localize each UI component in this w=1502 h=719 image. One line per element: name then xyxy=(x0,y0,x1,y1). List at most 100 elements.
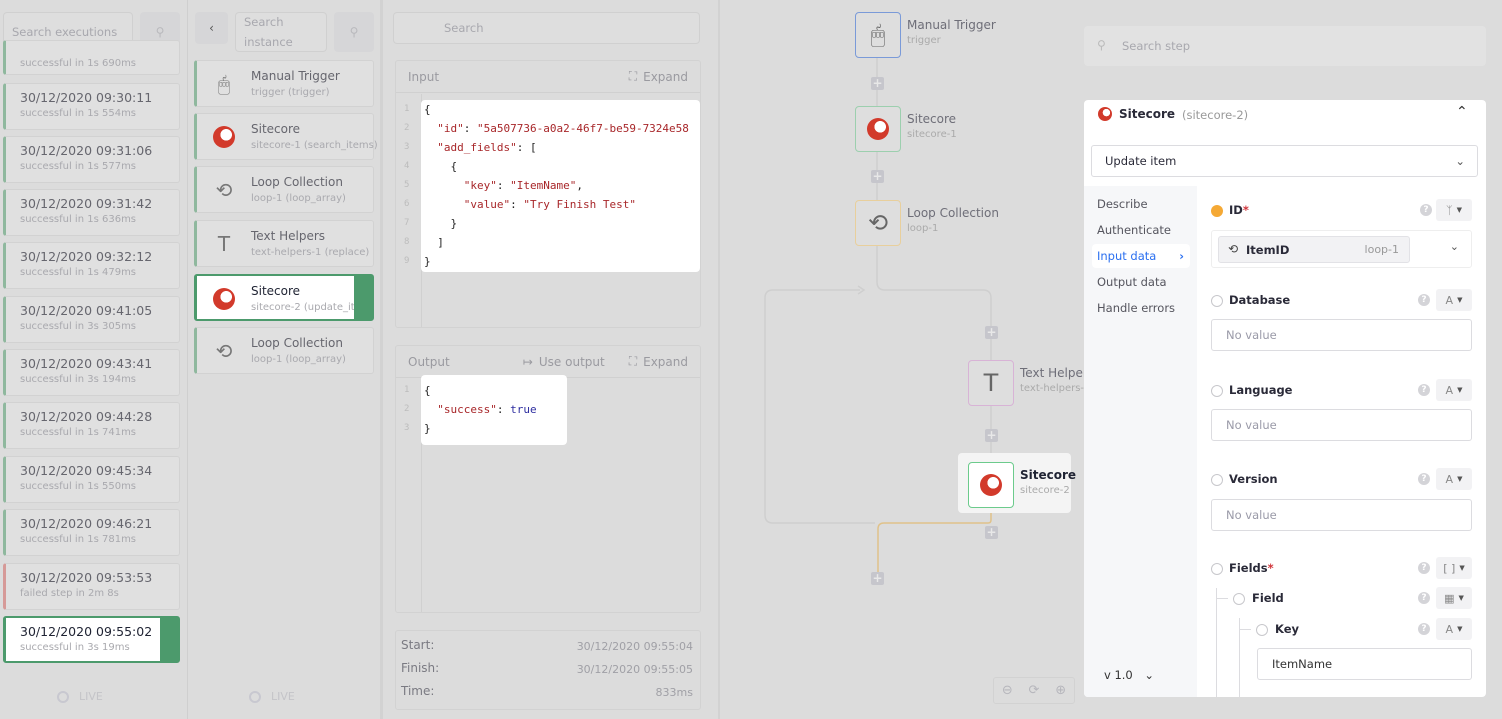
execution-item[interactable]: 30/12/2020 09:31:42 successful in 1s 636m… xyxy=(3,189,180,236)
type-selector-id[interactable]: ᛉ ▼ xyxy=(1436,199,1472,221)
panel-instance: (sitecore-2) xyxy=(1182,108,1249,122)
field-toggle-radio[interactable] xyxy=(1211,474,1223,486)
help-icon[interactable]: ? xyxy=(1418,592,1430,604)
version-select[interactable]: v 1.0 ⌄ xyxy=(1104,668,1154,682)
action-select-value: Update item xyxy=(1105,154,1177,168)
type-selector-fields[interactable]: [ ] ▼ xyxy=(1436,557,1472,579)
node-icon xyxy=(980,474,1002,496)
version-input[interactable]: No value xyxy=(1211,499,1472,531)
type-selector-field[interactable]: ▦ ▼ xyxy=(1436,587,1472,609)
live-indicator-icon xyxy=(249,690,261,703)
search-instance-input[interactable]: Search instance xyxy=(235,12,327,52)
collapse-chevrons-icon[interactable]: ⌃ xyxy=(1456,104,1468,120)
add-step-button[interactable]: + xyxy=(871,76,884,90)
execution-item[interactable]: 30/12/2020 09:41:05 successful in 3s 305m… xyxy=(3,296,180,343)
execution-item[interactable]: 30/12/2020 09:53:53 failed step in 2m 8s xyxy=(3,563,180,610)
nav-input-data[interactable]: Input data › xyxy=(1092,244,1190,268)
line-number: 5 xyxy=(404,180,410,190)
chevron-down-icon[interactable]: ⌄ xyxy=(1449,240,1459,253)
step-item[interactable]: T Text Helpers text-helpers-1 (replace) xyxy=(194,220,374,267)
execution-item[interactable]: 30/12/2020 09:43:41 successful in 3s 194m… xyxy=(3,349,180,396)
field-toggle-radio[interactable] xyxy=(1211,385,1223,397)
execution-item[interactable]: 30/12/2020 09:45:34 successful in 1s 550m… xyxy=(3,456,180,503)
zoom-out-icon[interactable]: ⊖ xyxy=(1001,683,1013,698)
execution-item[interactable]: 30/12/2020 09:55:02 successful in 3s 19ms xyxy=(3,616,180,663)
node-id: sitecore-2 xyxy=(1020,485,1070,496)
help-icon[interactable]: ? xyxy=(1418,473,1430,485)
variable-chip[interactable]: ⟲ ItemID loop-1 xyxy=(1218,236,1410,263)
execution-item[interactable]: 30/12/2020 09:32:12 successful in 1s 479m… xyxy=(3,242,180,289)
help-icon[interactable]: ? xyxy=(1418,294,1430,306)
step-name: Manual Trigger xyxy=(251,69,340,83)
expand-input-button[interactable]: Expand xyxy=(643,69,688,84)
type-selector-version[interactable]: A ▼ xyxy=(1436,468,1472,490)
add-step-button[interactable]: + xyxy=(871,571,884,585)
back-button[interactable]: ‹ xyxy=(195,12,228,44)
language-input[interactable]: No value xyxy=(1211,409,1472,441)
id-value-field[interactable]: ⟲ ItemID loop-1 ⌄ xyxy=(1211,230,1472,268)
add-step-button[interactable]: + xyxy=(985,325,998,339)
help-icon[interactable]: ? xyxy=(1418,623,1430,635)
flow-node[interactable]: 🖱 xyxy=(855,12,901,58)
text-icon: T xyxy=(217,232,231,256)
execution-item[interactable]: 30/12/2020 09:30:11 successful in 1s 554m… xyxy=(3,83,180,130)
field-toggle-radio[interactable] xyxy=(1211,295,1223,307)
search-input[interactable]: Search xyxy=(393,12,700,44)
panel-title: Sitecore xyxy=(1119,107,1176,121)
key-input[interactable]: ItemName xyxy=(1257,648,1472,680)
zoom-in-icon[interactable]: ⊕ xyxy=(1055,683,1067,698)
type-selector-language[interactable]: A ▼ xyxy=(1436,379,1472,401)
add-step-button[interactable]: + xyxy=(871,169,884,183)
live-toggle-executions[interactable]: LIVE xyxy=(57,690,103,703)
search-step-input[interactable]: Search step xyxy=(1084,26,1486,66)
add-step-button[interactable]: + xyxy=(985,525,998,539)
step-detail: sitecore-1 (search_items) xyxy=(251,140,378,151)
action-select[interactable]: Update item ⌄ xyxy=(1091,145,1478,177)
help-icon[interactable]: ? xyxy=(1418,384,1430,396)
field-toggle-radio[interactable] xyxy=(1256,624,1268,636)
step-item[interactable]: ⟲ Loop Collection loop-1 (loop_array) xyxy=(194,327,374,374)
nav-handle-errors[interactable]: Handle errors xyxy=(1097,301,1176,315)
node-name: Text Helpers xyxy=(1020,366,1095,380)
type-selector-key[interactable]: A ▼ xyxy=(1436,618,1472,640)
execution-item[interactable]: successful in 1s 690ms xyxy=(3,40,180,75)
nav-output-data[interactable]: Output data xyxy=(1097,275,1167,289)
flow-node[interactable]: ⟲ xyxy=(855,200,901,246)
status-dot xyxy=(1211,205,1223,217)
execution-time: 30/12/2020 09:44:28 xyxy=(20,409,153,424)
time-label: Time: xyxy=(401,684,435,698)
flow-node[interactable]: T xyxy=(968,360,1014,406)
help-icon[interactable]: ? xyxy=(1418,562,1430,574)
execution-item[interactable]: 30/12/2020 09:31:06 successful in 1s 577m… xyxy=(3,136,180,183)
execution-time: 30/12/2020 09:45:34 xyxy=(20,463,153,478)
step-item[interactable]: Sitecore sitecore-2 (update_it... xyxy=(194,274,374,321)
add-step-button[interactable]: + xyxy=(985,428,998,442)
live-toggle-steps[interactable]: LIVE xyxy=(249,690,295,703)
type-selector-database[interactable]: A ▼ xyxy=(1436,289,1472,311)
field-toggle-radio[interactable] xyxy=(1233,593,1245,605)
step-item[interactable]: ⟲ Loop Collection loop-1 (loop_array) xyxy=(194,166,374,213)
line-number: 3 xyxy=(404,142,410,152)
node-name: Sitecore xyxy=(1020,468,1077,482)
execution-item[interactable]: 30/12/2020 09:44:28 successful in 1s 741m… xyxy=(3,402,180,449)
nav-describe[interactable]: Describe xyxy=(1097,197,1148,211)
step-item[interactable]: Sitecore sitecore-1 (search_items) xyxy=(194,113,378,160)
reset-zoom-icon[interactable]: ⟳ xyxy=(1028,683,1040,698)
flow-node[interactable] xyxy=(855,106,901,152)
execution-status: successful in 3s 305ms xyxy=(20,321,137,332)
help-icon[interactable]: ? xyxy=(1420,204,1432,216)
chevron-down-icon: ⌄ xyxy=(1144,668,1155,682)
database-input[interactable]: No value xyxy=(1211,319,1472,351)
flow-node[interactable] xyxy=(968,462,1014,508)
execution-item[interactable]: 30/12/2020 09:46:21 successful in 1s 781m… xyxy=(3,509,180,556)
node-id: text-helpers-1 xyxy=(1020,383,1091,394)
field-label-database: Database xyxy=(1229,293,1291,307)
search-instance-button[interactable]: ⚲ xyxy=(334,12,374,52)
use-output-button[interactable]: Use output xyxy=(538,354,605,369)
step-name: Loop Collection xyxy=(251,336,343,350)
step-item[interactable]: 🖱 Manual Trigger trigger (trigger) xyxy=(194,60,374,107)
start-label: Start: xyxy=(401,638,435,652)
nav-authenticate[interactable]: Authenticate xyxy=(1097,223,1171,237)
field-toggle-radio[interactable] xyxy=(1211,563,1223,575)
expand-output-button[interactable]: Expand xyxy=(643,354,688,369)
